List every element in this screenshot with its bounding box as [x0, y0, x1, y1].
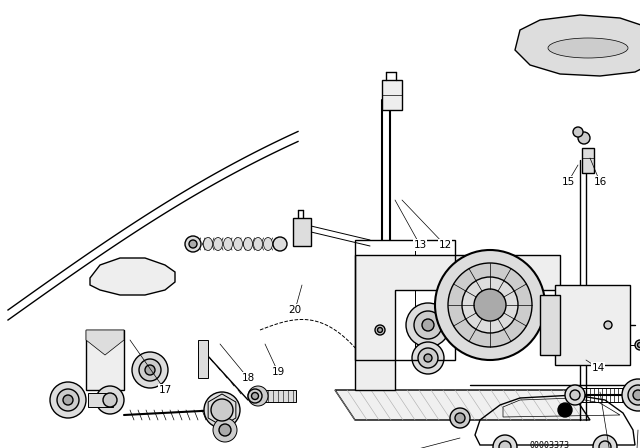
Circle shape	[450, 408, 470, 428]
Circle shape	[63, 395, 73, 405]
Bar	[88, 393, 113, 407]
Polygon shape	[335, 390, 590, 420]
Circle shape	[633, 390, 640, 400]
Circle shape	[132, 352, 168, 388]
Bar	[293, 218, 311, 246]
Bar	[258, 390, 296, 402]
Circle shape	[378, 327, 383, 332]
Text: 19: 19	[271, 367, 285, 377]
Circle shape	[219, 424, 231, 436]
Circle shape	[565, 385, 585, 405]
Text: 17: 17	[158, 385, 172, 395]
Circle shape	[252, 392, 259, 400]
Text: 15: 15	[561, 177, 575, 187]
Circle shape	[139, 359, 161, 381]
Circle shape	[628, 385, 640, 405]
Ellipse shape	[548, 38, 628, 58]
Circle shape	[455, 413, 465, 423]
Ellipse shape	[234, 237, 243, 250]
Ellipse shape	[264, 237, 273, 250]
Bar	[540, 295, 560, 355]
Circle shape	[493, 435, 517, 448]
Circle shape	[578, 132, 590, 144]
Circle shape	[448, 263, 532, 347]
Bar	[555, 285, 630, 365]
Circle shape	[189, 240, 197, 248]
Bar	[382, 80, 402, 110]
Circle shape	[422, 319, 434, 331]
Text: 20: 20	[289, 305, 301, 315]
Bar	[198, 340, 208, 378]
Circle shape	[185, 236, 201, 252]
Circle shape	[573, 127, 583, 137]
Text: 12: 12	[438, 240, 452, 250]
Text: 18: 18	[241, 373, 255, 383]
Circle shape	[637, 343, 640, 348]
Circle shape	[273, 237, 287, 251]
Circle shape	[204, 392, 240, 428]
Text: 13: 13	[413, 240, 427, 250]
Text: 00003373: 00003373	[530, 440, 570, 448]
Text: 14: 14	[591, 363, 605, 373]
Circle shape	[604, 321, 612, 329]
Circle shape	[248, 389, 262, 403]
Circle shape	[375, 325, 385, 335]
Ellipse shape	[253, 237, 262, 250]
Polygon shape	[355, 255, 560, 390]
Polygon shape	[86, 330, 124, 355]
Circle shape	[57, 389, 79, 411]
Circle shape	[412, 342, 444, 374]
Circle shape	[474, 289, 506, 321]
Circle shape	[599, 441, 611, 448]
Bar	[582, 148, 594, 173]
Ellipse shape	[204, 237, 212, 250]
Text: 16: 16	[593, 177, 607, 187]
Circle shape	[593, 435, 617, 448]
Bar	[86, 330, 124, 390]
Circle shape	[211, 399, 233, 421]
Circle shape	[96, 386, 124, 414]
Ellipse shape	[214, 237, 223, 250]
Circle shape	[248, 386, 268, 406]
Bar	[355, 240, 455, 360]
Ellipse shape	[223, 237, 232, 250]
Circle shape	[145, 365, 155, 375]
Circle shape	[622, 379, 640, 411]
Polygon shape	[515, 15, 640, 76]
Bar	[52, 393, 72, 407]
Circle shape	[414, 311, 442, 339]
Polygon shape	[90, 258, 175, 295]
Circle shape	[213, 418, 237, 442]
Circle shape	[435, 250, 545, 360]
Ellipse shape	[243, 237, 253, 250]
Circle shape	[635, 340, 640, 350]
Circle shape	[499, 441, 511, 448]
Circle shape	[406, 303, 450, 347]
Circle shape	[462, 277, 518, 333]
Circle shape	[570, 390, 580, 400]
Circle shape	[558, 403, 572, 417]
Circle shape	[50, 382, 86, 418]
Circle shape	[103, 393, 117, 407]
Circle shape	[424, 354, 432, 362]
Circle shape	[418, 348, 438, 368]
Bar	[580, 388, 630, 402]
